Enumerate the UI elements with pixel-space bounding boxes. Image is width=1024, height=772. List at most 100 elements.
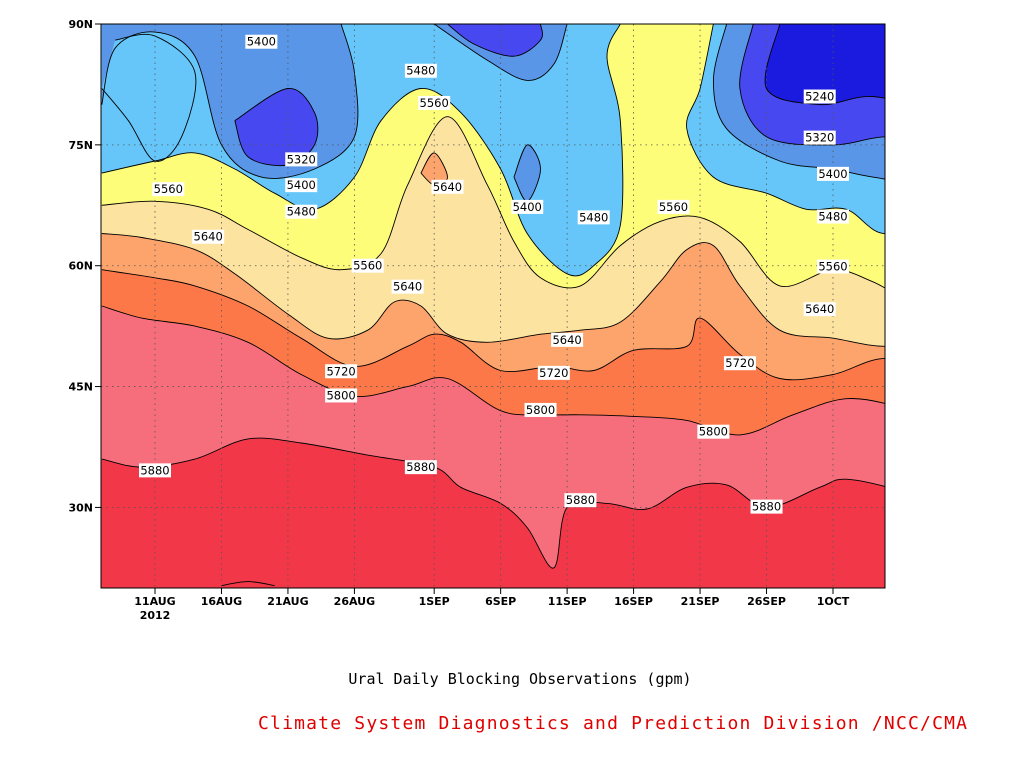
x-tick-label: 6SEP [485, 595, 516, 608]
contour-label: 5320 [285, 152, 318, 167]
fill-below-5240 [765, 24, 885, 105]
contour-line-small [513, 144, 541, 202]
x-tick-label: 16AUG [201, 595, 242, 608]
contour-labels: 5400 5480 5560 5320 5400 5480 5560 5640 5560 5640… [139, 34, 849, 514]
contour-label: 5480 [577, 210, 610, 225]
contour-label: 5560 [351, 258, 384, 273]
y-tick-label: 90N [68, 18, 93, 31]
contour-label-text: 5480 [579, 210, 608, 224]
contour-label: 5640 [391, 279, 424, 294]
fill-5400-small [513, 144, 541, 202]
contour-label: 5400 [511, 199, 544, 214]
contour-label: 5880 [404, 460, 437, 475]
contour-label-text: 5560 [420, 96, 449, 110]
contour-label-text: 5560 [659, 200, 688, 214]
contour-label-text: 5240 [805, 90, 834, 104]
contour-label: 5400 [817, 166, 849, 181]
contour-label-text: 5400 [513, 200, 542, 214]
contour-label: 5240 [803, 89, 836, 104]
contour-label: 5640 [551, 332, 584, 347]
contour-line-5480 [686, 24, 885, 234]
contour-line-small [420, 152, 448, 186]
contour-label-text: 5560 [818, 260, 847, 274]
contour-fills [101, 24, 885, 588]
fill-pocket-left [101, 34, 196, 162]
contour-label: 5880 [750, 499, 783, 514]
contour-label: 5640 [803, 302, 836, 317]
x-tick-label: 1OCT [817, 595, 850, 608]
contour-label-text: 5720 [539, 366, 568, 380]
contour-label: 5640 [431, 179, 464, 194]
contour-label-text: 5640 [194, 230, 223, 244]
contour-line-5400 [101, 24, 359, 179]
contour-label: 5560 [152, 182, 185, 197]
x-tick-label: 21SEP [681, 595, 720, 608]
contour-label-text: 5880 [406, 460, 435, 474]
contour-label-text: 5320 [287, 152, 316, 166]
contour-label: 5320 [803, 130, 836, 145]
x-tick-label: 11SEP [548, 595, 587, 608]
contour-line-5320 [234, 88, 319, 167]
contour-label-text: 5880 [140, 463, 169, 477]
contour-label: 5880 [139, 463, 171, 478]
contour-label-text: 5880 [566, 493, 595, 507]
contour-label-text: 5400 [818, 167, 847, 181]
credit-text: Climate System Diagnostics and Predictio… [258, 713, 969, 734]
axes: 90N 75N 60N 45N 30N 11AUG 16AUG 21AUG 26AUG 1SEP 6… [68, 18, 849, 622]
contour-line-small [447, 24, 543, 57]
contour-label: 5800 [524, 402, 557, 417]
contour-label: 5560 [418, 95, 451, 110]
plot-border [100, 23, 886, 589]
contour-label-text: 5400 [287, 178, 316, 192]
contour-label: 5400 [245, 34, 278, 49]
y-tick-label: 60N [68, 260, 93, 273]
contour-label-text: 5800 [326, 388, 355, 402]
contour-label-text: 5720 [326, 364, 355, 378]
contour-label: 5720 [325, 364, 358, 379]
contour-label-text: 5400 [247, 35, 276, 49]
y-tick-label: 75N [68, 139, 93, 152]
fill-5320-top-mid [447, 24, 543, 57]
contour-label: 5400 [285, 178, 318, 193]
contour-line-small [221, 581, 275, 587]
chart-caption: Ural Daily Blocking Observations (gpm) [348, 670, 692, 688]
contour-label-text: 5320 [805, 131, 834, 145]
contour-label-text: 5800 [699, 425, 728, 439]
x-tick-label: 1SEP [419, 595, 450, 608]
grid-lines [101, 23, 885, 588]
contour-label: 5640 [192, 229, 225, 244]
contour-label-text: 5560 [154, 182, 183, 196]
y-tick-label: 45N [68, 381, 93, 394]
contour-label: 5480 [817, 209, 849, 224]
contour-label-text: 5640 [433, 180, 462, 194]
contour-label-text: 5880 [752, 500, 781, 514]
plot-frame [100, 23, 886, 589]
contour-label-text: 5640 [393, 280, 422, 294]
x-tick-label: 26SEP [747, 595, 786, 608]
contour-label-text: 5800 [526, 403, 555, 417]
contour-label: 5800 [325, 388, 358, 403]
contour-label: 5560 [657, 199, 690, 214]
contour-line-5240 [764, 24, 885, 106]
contour-label: 5800 [697, 424, 730, 439]
contour-line-5640 [101, 233, 885, 347]
contour-label-text: 5640 [805, 302, 834, 316]
contour-label-text: 5560 [353, 259, 382, 273]
x-tick-label: 11AUG [134, 595, 175, 608]
x-tick-label: 16SEP [614, 595, 653, 608]
contour-label-text: 5480 [818, 210, 847, 224]
contour-label: 5480 [285, 204, 318, 219]
contour-label: 5560 [817, 259, 849, 274]
fill-above-5880 [101, 438, 885, 588]
y-tick-label: 30N [68, 501, 93, 514]
contour-label-text: 5480 [406, 64, 435, 78]
contour-label-text: 5640 [552, 333, 581, 347]
x-tick-label: 21AUG [267, 595, 308, 608]
contour-label: 5720 [723, 356, 756, 371]
fill-5320-closed [234, 88, 318, 166]
x-tick-label: 26AUG [334, 595, 375, 608]
contour-label: 5720 [537, 365, 570, 380]
contour-line-5880 [101, 437, 885, 569]
